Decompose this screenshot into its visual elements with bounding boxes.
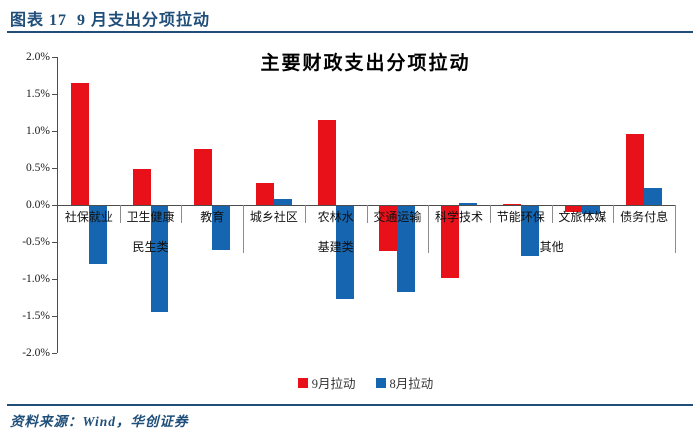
category-label: 文旅体媒 xyxy=(558,210,607,224)
bar-8月拉动-文旅体媒 xyxy=(582,206,601,215)
y-tick-mark xyxy=(52,168,57,169)
plot-area: 社保就业 卫生健康 教育 城乡社区 农林水 交通运输 科学技术 节能环保 文旅体媒 债务付息民生类… xyxy=(57,57,676,353)
group-label: 其他 xyxy=(539,240,564,254)
y-tick-label: 2.0% xyxy=(26,51,50,63)
bar-8月拉动-债务付息 xyxy=(644,187,663,205)
header-divider xyxy=(7,31,693,33)
y-tick-mark xyxy=(52,316,57,317)
bar-8月拉动-节能环保 xyxy=(520,206,539,257)
bar-8月拉动-城乡社区 xyxy=(273,199,292,205)
y-tick-label: -0.5% xyxy=(22,236,50,248)
legend-label-september: 9月拉动 xyxy=(311,377,356,391)
group-label: 民生类 xyxy=(132,240,169,254)
y-tick-label: 1.0% xyxy=(26,125,50,137)
y-tick-label: 0.0% xyxy=(26,199,50,211)
bar-9月拉动-交通运输 xyxy=(379,206,398,252)
bar-8月拉动-社保就业 xyxy=(88,206,107,264)
category-separator xyxy=(675,205,676,253)
legend-swatch-august xyxy=(375,377,386,388)
category-separator xyxy=(613,205,615,223)
legend: 9月拉动 8月拉动 xyxy=(57,373,674,392)
chart-title: 主要财政支出分项拉动 xyxy=(260,53,471,74)
bar-9月拉动-卫生健康 xyxy=(132,169,151,205)
category-label: 节能环保 xyxy=(496,210,545,224)
group-label: 基建类 xyxy=(317,240,354,254)
bar-9月拉动-教育 xyxy=(194,148,213,205)
legend-swatch-september xyxy=(297,377,308,388)
bar-chart: 主要财政支出分项拉动 社保就业 卫生健康 教育 城乡社区 农林水 交通运输 科学技术 节能环保… xyxy=(0,40,700,400)
category-label: 交通运输 xyxy=(373,210,422,224)
legend-item-august: 8月拉动 xyxy=(375,373,434,392)
category-label: 社保就业 xyxy=(64,210,113,224)
y-tick-mark xyxy=(52,57,57,58)
bar-8月拉动-交通运输 xyxy=(397,206,416,292)
footer-divider xyxy=(7,404,693,406)
y-tick-label: 1.5% xyxy=(26,88,50,100)
category-separator xyxy=(428,205,430,253)
legend-label-august: 8月拉动 xyxy=(389,377,434,391)
bar-8月拉动-卫生健康 xyxy=(150,206,169,312)
category-separator xyxy=(243,205,245,253)
category-separator xyxy=(181,205,183,223)
figure-title: 图表 17 9 月支出分项拉动 xyxy=(10,12,211,29)
y-tick-mark xyxy=(52,242,57,243)
bar-8月拉动-科学技术 xyxy=(459,202,477,205)
y-tick-mark xyxy=(52,353,57,354)
category-separator xyxy=(304,205,306,223)
y-tick-label: -1.5% xyxy=(22,310,50,322)
category-label: 债务付息 xyxy=(620,210,669,224)
category-separator xyxy=(119,205,121,223)
y-tick-mark xyxy=(52,94,57,95)
category-separator xyxy=(551,205,553,223)
bar-9月拉动-城乡社区 xyxy=(256,182,274,205)
bar-8月拉动-农林水 xyxy=(335,206,354,299)
category-label: 城乡社区 xyxy=(249,210,298,224)
bar-9月拉动-节能环保 xyxy=(502,203,521,205)
category-separator xyxy=(366,205,368,223)
legend-item-september: 9月拉动 xyxy=(297,373,356,392)
category-label: 卫生健康 xyxy=(126,210,175,224)
y-tick-label: -2.0% xyxy=(22,347,50,359)
y-tick-mark xyxy=(52,131,57,132)
y-tick-label: -1.0% xyxy=(22,273,50,285)
y-tick-label: 0.5% xyxy=(26,162,50,174)
source-note: 资料来源：Wind，华创证券 xyxy=(10,414,189,429)
bar-8月拉动-教育 xyxy=(212,206,231,251)
bar-9月拉动-科学技术 xyxy=(441,206,460,278)
bar-9月拉动-农林水 xyxy=(317,119,336,205)
bar-9月拉动-文旅体媒 xyxy=(564,206,583,212)
category-label: 科学技术 xyxy=(435,210,484,224)
bar-9月拉动-社保就业 xyxy=(70,82,89,205)
category-label: 农林水 xyxy=(317,210,354,224)
category-label: 教育 xyxy=(200,210,225,224)
category-separator xyxy=(489,205,491,223)
y-tick-mark xyxy=(52,205,57,206)
y-tick-mark xyxy=(52,279,57,280)
bar-9月拉动-债务付息 xyxy=(626,133,645,205)
